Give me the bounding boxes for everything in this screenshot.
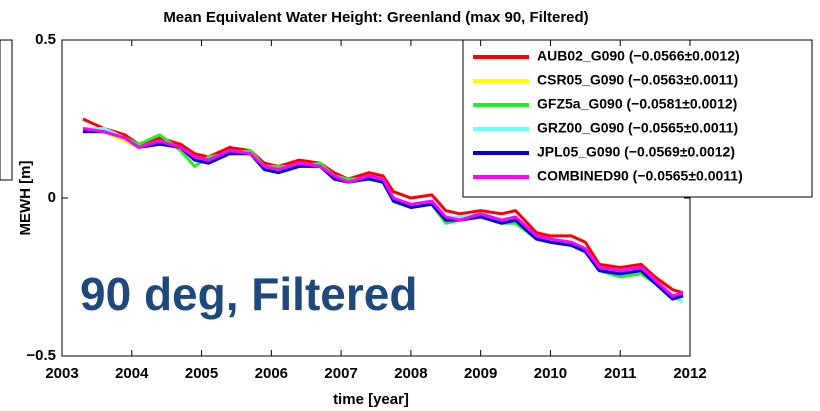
x-tick-label: 2009 <box>464 365 497 382</box>
x-tick-label: 2012 <box>673 365 706 382</box>
legend-label: GFZ5a_G090 (−0.0581±0.0012) <box>537 96 737 112</box>
x-axis-label: time [year] <box>333 391 409 408</box>
y-tick-label: −0.5 <box>26 347 56 364</box>
left-fragment <box>0 39 13 181</box>
series-line <box>82 130 684 301</box>
x-tick-label: 2008 <box>394 365 427 382</box>
chart-title: Mean Equivalent Water Height: Greenland … <box>163 9 588 26</box>
legend-label: AUB02_G090 (−0.0566±0.0012) <box>537 48 740 64</box>
x-tick-label: 2003 <box>45 365 78 382</box>
legend-label: GRZ00_G090 (−0.0565±0.0011) <box>537 120 738 136</box>
annotation: 90 deg, Filtered <box>80 268 417 320</box>
legend: AUB02_G090 (−0.0566±0.0012) CSR05_G090 (−… <box>462 39 813 198</box>
series-group <box>82 117 684 304</box>
x-tick-label: 2007 <box>324 365 357 382</box>
legend-box <box>462 39 813 198</box>
x-tick-label: 2006 <box>255 365 288 382</box>
legend-label: CSR05_G090 (−0.0563±0.0011) <box>537 72 738 88</box>
series-line <box>82 126 684 298</box>
series-line <box>82 117 684 295</box>
y-tick-label: 0 <box>48 189 56 206</box>
legend-label: COMBINED90 (−0.0565±0.0011) <box>537 168 743 184</box>
x-tick-label: 2004 <box>115 365 149 382</box>
y-tick-label: 0.5 <box>35 31 56 48</box>
x-tick-label: 2005 <box>185 365 218 382</box>
x-tick-label: 2010 <box>534 365 567 382</box>
y-axis-label: MEWH [m] <box>17 161 34 236</box>
legend-label: JPL05_G090 (−0.0569±0.0012) <box>537 144 735 160</box>
x-tick-label: 2011 <box>604 365 637 382</box>
